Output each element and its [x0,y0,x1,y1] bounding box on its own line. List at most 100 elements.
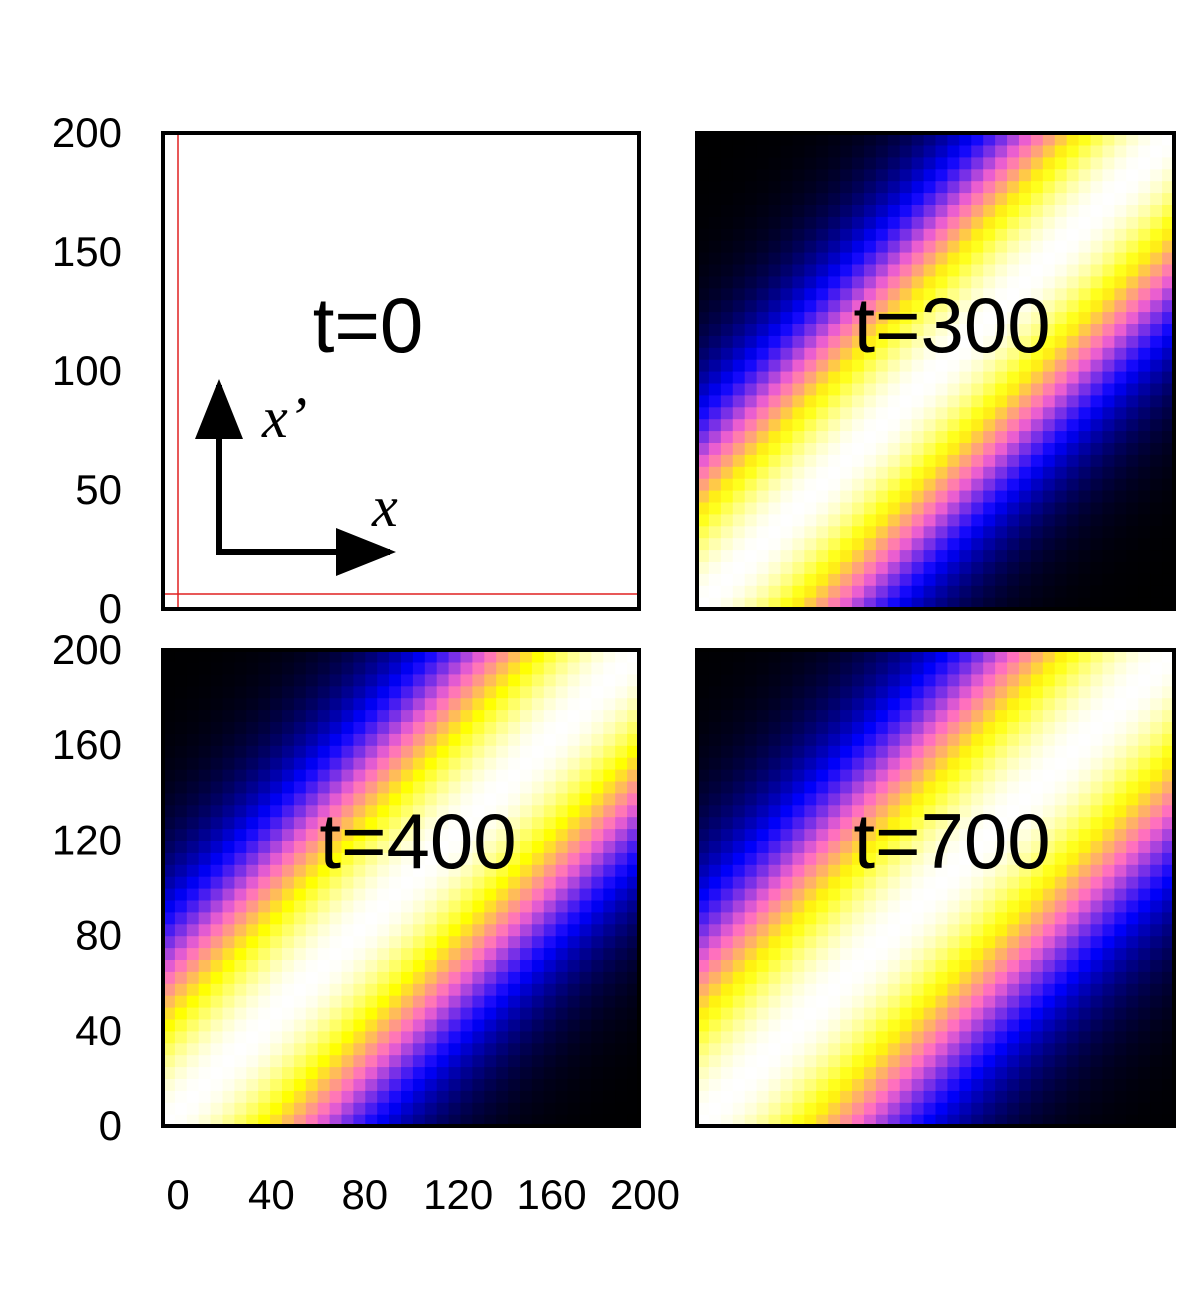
heatmap-cell [460,828,473,841]
heatmap-cell [305,804,319,818]
heatmap-cell [412,661,426,675]
heatmap-cell [448,971,462,984]
heatmap-cell [816,899,829,913]
heatmap-cell [935,228,949,241]
heatmap-cell [1150,311,1163,324]
heatmap-cell [792,1102,805,1115]
heatmap-cell [341,780,354,794]
heatmap-cell [804,1090,817,1103]
heatmap-cell [947,959,960,972]
heatmap-cell [436,1018,450,1032]
heatmap-cell [780,971,794,984]
heatmap-cell [935,685,949,699]
heatmap-cell [603,1054,616,1068]
heatmap-cell [816,733,829,746]
heatmap-cell [923,299,937,313]
heatmap-cell [293,709,307,722]
heatmap-cell [1030,513,1044,527]
heatmap-cell [875,537,889,551]
heatmap-cell [959,525,972,539]
heatmap-cell [804,757,817,770]
heatmap-cell [401,1042,414,1056]
heatmap-cell [234,923,247,937]
heatmap-cell [377,959,390,972]
heatmap-cell [959,335,972,348]
heatmap-cell [305,1007,319,1020]
heatmap-cell [520,1042,533,1056]
heatmap-cell [768,959,782,972]
heatmap-cell [887,597,901,610]
heatmap-cell [816,442,829,455]
heatmap-cell [804,971,817,984]
heatmap-cell [899,650,913,663]
heatmap-cell [852,335,865,348]
heatmap-cell [282,983,295,996]
heatmap-cell [222,864,235,877]
heatmap-cell [792,685,805,699]
heatmap-cell [258,816,271,830]
heatmap-cell [1126,1018,1139,1032]
heatmap-cell [780,661,794,675]
heatmap-cell [995,537,1008,551]
heatmap-cell [1150,1114,1163,1127]
heatmap-cell [579,661,592,675]
heatmap-cell [852,525,865,539]
heatmap-cell [1007,1066,1020,1079]
heatmap-cell [436,828,450,841]
heatmap-cell [804,275,817,289]
heatmap-cell [198,1007,212,1020]
heatmap-cell [1007,697,1020,711]
heatmap-cell [840,983,853,996]
heatmap-cell [959,804,972,818]
heatmap-cell [543,792,557,806]
heatmap-cell [732,1030,746,1044]
heatmap-cell [1054,685,1068,699]
heatmap-cell [887,1030,901,1044]
heatmap-cell [1162,585,1175,598]
heatmap-cell [995,780,1008,794]
heatmap-cell [983,1007,996,1020]
heatmap-cell [983,180,996,194]
heatmap-cell [627,888,640,901]
heatmap-cell [971,983,984,996]
heatmap-cell [1054,228,1068,241]
heatmap-cell [1066,1078,1080,1091]
heatmap-cell [1054,1114,1068,1127]
heatmap-cell [401,721,414,734]
heatmap-cell [401,733,414,746]
heatmap-cell [804,876,817,889]
heatmap-cell [971,792,984,806]
heatmap-cell [756,995,770,1008]
heatmap-cell [1054,780,1068,794]
heatmap-cell [627,685,640,699]
heatmap-cell [603,935,616,949]
heatmap-cell [959,721,972,734]
heatmap-cell [567,959,581,972]
heatmap-cell [959,888,972,901]
heatmap-cell [708,192,722,205]
heatmap-cell [744,697,758,711]
heatmap-cell [377,780,390,794]
heatmap-cell [720,769,734,782]
heatmap-cell [935,275,949,289]
heatmap-cell [816,240,829,253]
heatmap-cell [1042,216,1056,229]
heatmap-cell [472,1090,485,1103]
heatmap-cell [1126,371,1139,384]
heatmap-cell [543,1030,557,1044]
heatmap-cell [840,673,853,687]
heatmap-cell [1007,899,1020,913]
heatmap-cell [567,1054,581,1068]
heatmap-cell [708,816,722,830]
heatmap-cell [603,1114,616,1127]
heatmap-cell [792,168,805,182]
heatmap-cell [804,804,817,818]
heatmap-cell [744,252,758,265]
heatmap-cell [875,585,889,598]
heatmap-cell [1102,168,1115,182]
heatmap-cell [1018,240,1032,253]
heatmap-cell [1090,501,1104,515]
heatmap-cell [186,983,200,996]
heatmap-cell [863,1007,877,1020]
heatmap-cell [472,983,485,996]
